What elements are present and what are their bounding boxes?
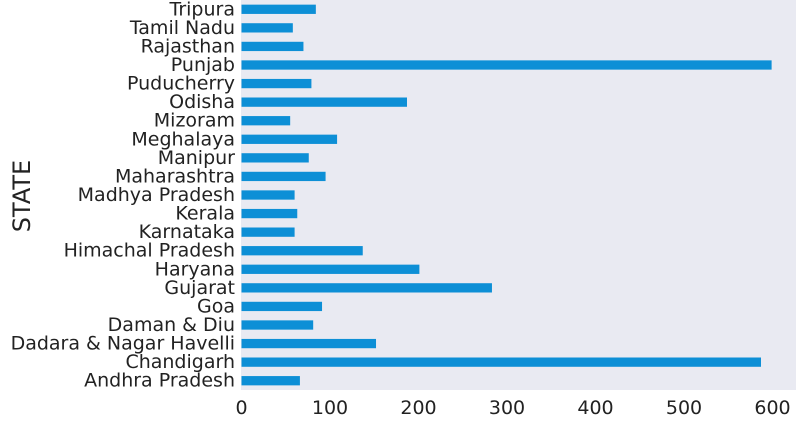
y-tick-label: Meghalaya bbox=[131, 128, 235, 150]
y-tick-label: Gujarat bbox=[164, 277, 235, 299]
y-tick-label: Goa bbox=[197, 295, 235, 317]
y-axis-title: STATE bbox=[8, 160, 36, 232]
y-tick-label: Tripura bbox=[169, 0, 235, 20]
y-tick-label: Himachal Pradesh bbox=[64, 240, 235, 262]
bar-madhya-pradesh bbox=[241, 190, 295, 200]
bar-rajasthan bbox=[241, 41, 304, 52]
bar-maharashtra bbox=[241, 171, 326, 182]
x-tick-label: 100 bbox=[312, 397, 348, 419]
x-tick-label: 200 bbox=[400, 397, 436, 419]
bar-manipur bbox=[241, 153, 309, 163]
y-tick-label: Haryana bbox=[155, 258, 235, 280]
bars-group bbox=[241, 4, 772, 386]
bar-daman-diu bbox=[241, 320, 314, 330]
bar-tripura bbox=[241, 4, 316, 14]
y-tick-label: Chandigarh bbox=[125, 351, 235, 373]
y-tick-label: Tamil Nadu bbox=[129, 17, 235, 39]
y-tick-label: Manipur bbox=[158, 147, 235, 169]
bar-kerala bbox=[241, 208, 298, 219]
x-tick-label: 400 bbox=[577, 397, 613, 419]
bar-meghalaya bbox=[241, 134, 338, 144]
bar-puducherry bbox=[241, 78, 312, 89]
bar-karnataka bbox=[241, 227, 295, 237]
y-tick-label: Puducherry bbox=[127, 73, 235, 95]
y-tick-label: Andhra Pradesh bbox=[84, 370, 235, 392]
bar-haryana bbox=[241, 264, 420, 274]
y-tick-label: Odisha bbox=[169, 91, 235, 113]
bar-odisha bbox=[241, 97, 407, 107]
x-tick-labels: 0 100 200 300 400 500 600 bbox=[235, 397, 790, 419]
bar-himachal-pradesh bbox=[241, 246, 363, 256]
y-tick-label: Maharashtra bbox=[115, 165, 235, 187]
plot-area bbox=[241, 0, 796, 390]
x-tick-label: 0 bbox=[235, 397, 247, 419]
bar-mizoram bbox=[241, 116, 291, 126]
bar-dadara-nagar-havelli bbox=[241, 338, 377, 349]
bar-andhra-pradesh bbox=[241, 376, 300, 386]
bar-punjab bbox=[241, 60, 772, 70]
bar-goa bbox=[241, 301, 323, 312]
y-tick-label: Punjab bbox=[171, 54, 235, 76]
y-tick-label: Madhya Pradesh bbox=[78, 184, 235, 206]
bar-tamil-nadu bbox=[241, 23, 293, 33]
y-tick-label: Karnataka bbox=[139, 221, 235, 243]
y-tick-label: Kerala bbox=[175, 203, 235, 225]
x-tick-label: 300 bbox=[489, 397, 525, 419]
bar-gujarat bbox=[241, 283, 492, 293]
y-tick-label: Daman & Diu bbox=[108, 314, 235, 336]
y-tick-label: Mizoram bbox=[154, 110, 235, 132]
x-tick-label: 500 bbox=[666, 397, 702, 419]
x-tick-label: 600 bbox=[754, 397, 790, 419]
y-tick-label: Rajasthan bbox=[141, 35, 235, 57]
y-tick-label: Dadara & Nagar Havelli bbox=[11, 333, 235, 355]
bar-chandigarh bbox=[241, 357, 761, 367]
